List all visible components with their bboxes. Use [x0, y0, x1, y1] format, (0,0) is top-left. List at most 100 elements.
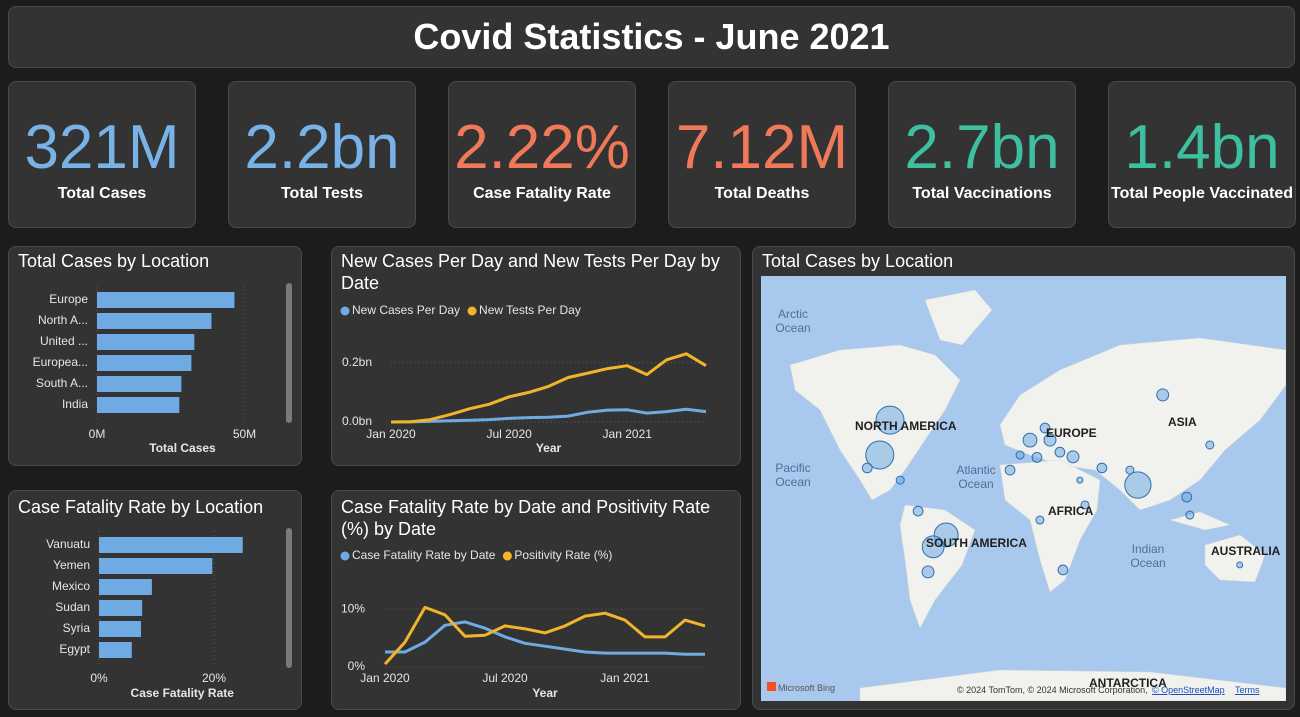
x-tick-label: 20%	[202, 671, 226, 685]
y-tick-label: 0.2bn	[342, 355, 372, 369]
bubble	[1076, 476, 1084, 484]
category-label: United ...	[40, 334, 88, 348]
category-label: Egypt	[59, 642, 90, 656]
kpi-value: 2.7bn	[904, 113, 1060, 182]
x-tick-label: 0M	[89, 427, 106, 441]
kpi-label: Total People Vaccinated	[1111, 185, 1293, 202]
scrollbar[interactable]	[286, 283, 292, 423]
legend-marker	[502, 551, 512, 561]
bar	[97, 355, 192, 371]
bar	[99, 642, 132, 658]
category-label: Europe	[49, 292, 88, 306]
map-label: Arctic Ocean	[775, 307, 811, 335]
category-label: Yemen	[53, 558, 90, 572]
y-tick-label: 0.0bn	[342, 414, 372, 428]
panel-title: New Cases Per Day and New Tests Per Day …	[341, 251, 720, 293]
bubble	[1039, 422, 1051, 434]
map-label: EUROPE	[1046, 426, 1097, 440]
kpi-card: 7.12M Total Deaths	[668, 81, 856, 228]
x-tick-label: Jul 2020	[482, 671, 528, 685]
bubble	[1181, 491, 1193, 503]
bubble	[861, 462, 873, 474]
bubble	[921, 535, 945, 559]
bubble	[921, 565, 935, 579]
category-label: Vanuatu	[46, 537, 90, 551]
bubble	[1124, 471, 1152, 499]
legend-label: Positivity Rate (%)	[514, 548, 612, 562]
axis-title: Year	[532, 686, 558, 700]
axis-title: Total Cases	[149, 441, 216, 455]
bar	[97, 334, 195, 350]
kpi-value: 2.22%	[454, 113, 630, 182]
bubble	[875, 405, 905, 435]
panel-title: Case Fatality Rate by Location	[18, 497, 264, 517]
kpi-value: 7.12M	[675, 113, 849, 182]
category-label: India	[62, 397, 88, 411]
line	[385, 620, 705, 656]
bubble	[1043, 433, 1057, 447]
line	[390, 407, 707, 424]
bar	[99, 537, 243, 553]
kpi-card: 321M Total Cases	[8, 81, 196, 228]
bubble	[1031, 452, 1043, 463]
map-credit: © 2024 TomTom, © 2024 Microsoft Corporat…	[957, 685, 1148, 695]
map-label: Pacific Ocean	[775, 461, 811, 489]
legend-label: New Tests Per Day	[479, 303, 581, 317]
x-tick-label: 0%	[90, 671, 108, 685]
map-label: ASIA	[1168, 415, 1197, 429]
x-tick-label: Jul 2020	[486, 427, 532, 441]
y-tick-label: 0%	[348, 659, 366, 673]
panel: Case Fatality Rate by Date and Positivit…	[331, 490, 741, 710]
kpi-card: 2.7bn Total Vaccinations	[888, 81, 1076, 228]
scrollbar[interactable]	[286, 528, 292, 668]
bubble	[1205, 440, 1215, 450]
x-tick-label: Jan 2021	[603, 427, 653, 441]
bubble	[865, 440, 895, 470]
map-label: Atlantic Ocean	[956, 463, 996, 491]
panel: New Cases Per Day and New Tests Per Day …	[331, 246, 741, 466]
line	[383, 605, 706, 666]
bubble	[1015, 450, 1025, 460]
kpi-label: Case Fatality Rate	[473, 185, 611, 202]
x-tick-label: Jan 2020	[366, 427, 416, 441]
kpi-card: 2.22% Case Fatality Rate	[448, 81, 636, 228]
y-tick-label: 10%	[341, 601, 365, 615]
map-credit[interactable]: Terms	[1235, 685, 1260, 695]
panel-title: Total Cases by Location	[18, 251, 210, 271]
axis-title: Case Fatality Rate	[131, 686, 235, 700]
category-label: Sudan	[55, 600, 90, 614]
legend-marker	[467, 306, 477, 316]
x-tick-label: Jan 2021	[600, 671, 650, 685]
category-label: Europea...	[33, 355, 88, 369]
kpi-value: 321M	[24, 113, 180, 182]
map-label: SOUTH AMERICA	[926, 536, 1027, 550]
bubbles	[861, 388, 1244, 579]
legend-label: New Cases Per Day	[352, 303, 460, 317]
axis-title: Year	[536, 441, 562, 455]
kpi-value: 1.4bn	[1124, 113, 1280, 182]
bubble	[1156, 388, 1170, 402]
map-label: ANTARCTICA	[1089, 676, 1167, 690]
bing-logo	[767, 682, 776, 691]
panel-title: Total Cases by Location	[762, 251, 954, 271]
category-label: South A...	[36, 376, 88, 390]
bar	[97, 376, 182, 392]
bubble	[1004, 464, 1016, 476]
legend-marker	[340, 306, 350, 316]
map-label: AFRICA	[1048, 504, 1094, 518]
kpi-label: Total Cases	[57, 185, 147, 202]
bar	[97, 313, 212, 329]
line	[390, 352, 707, 424]
bubble	[1236, 561, 1244, 569]
bubble	[1125, 465, 1135, 475]
kpi-label: Total Deaths	[714, 185, 810, 202]
map-credit[interactable]: © OpenStreetMap	[1152, 685, 1225, 695]
bar	[99, 558, 213, 574]
map-label: Indian Ocean	[1130, 542, 1166, 570]
category-label: North A...	[38, 313, 88, 327]
bubble	[1080, 500, 1090, 510]
kpi-card: 2.2bn Total Tests	[228, 81, 416, 228]
legend-label: Case Fatality Rate by Date	[352, 548, 496, 562]
